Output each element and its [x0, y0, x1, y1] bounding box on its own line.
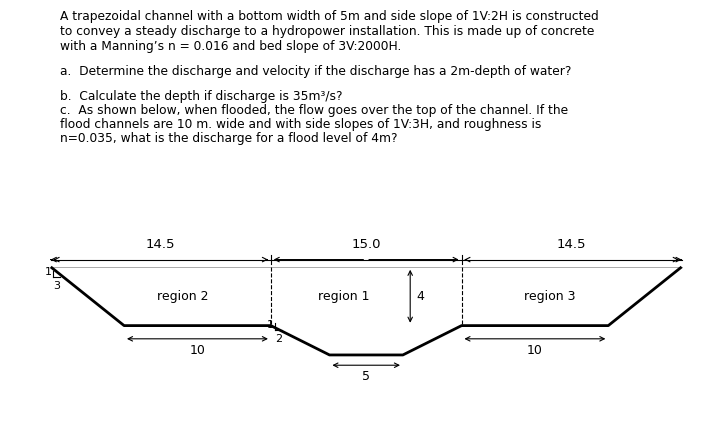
Text: 10: 10 [190, 344, 205, 357]
Text: 5: 5 [362, 370, 370, 383]
Text: 1: 1 [267, 320, 274, 330]
Text: region 2: region 2 [157, 290, 208, 303]
Text: 3: 3 [52, 281, 60, 291]
Text: with a Manning’s n = 0.016 and bed slope of 3V:2000H.: with a Manning’s n = 0.016 and bed slope… [60, 40, 401, 53]
Text: n=0.035, what is the discharge for a flood level of 4m?: n=0.035, what is the discharge for a flo… [60, 132, 398, 145]
Text: 10: 10 [527, 344, 543, 357]
Text: region 1: region 1 [318, 290, 370, 303]
Text: flood channels are 10 m. wide and with side slopes of 1V:3H, and roughness is: flood channels are 10 m. wide and with s… [60, 118, 541, 131]
Text: 15.0: 15.0 [351, 238, 381, 251]
Text: c.  As shown below, when flooded, the flow goes over the top of the channel. If : c. As shown below, when flooded, the flo… [60, 104, 568, 117]
Text: 1: 1 [45, 268, 52, 278]
Text: region 3: region 3 [524, 290, 575, 303]
Text: b.  Calculate the depth if discharge is 35m³/s?: b. Calculate the depth if discharge is 3… [60, 90, 342, 103]
Text: 4: 4 [416, 290, 424, 303]
Text: to convey a steady discharge to a hydropower installation. This is made up of co: to convey a steady discharge to a hydrop… [60, 25, 595, 38]
Text: 2: 2 [275, 334, 282, 344]
Text: A trapezoidal channel with a bottom width of 5m and side slope of 1V:2H is const: A trapezoidal channel with a bottom widt… [60, 10, 599, 23]
Text: a.  Determine the discharge and velocity if the discharge has a 2m-depth of wate: a. Determine the discharge and velocity … [60, 65, 572, 78]
Text: 14.5: 14.5 [557, 238, 587, 251]
Text: 14.5: 14.5 [146, 238, 175, 251]
